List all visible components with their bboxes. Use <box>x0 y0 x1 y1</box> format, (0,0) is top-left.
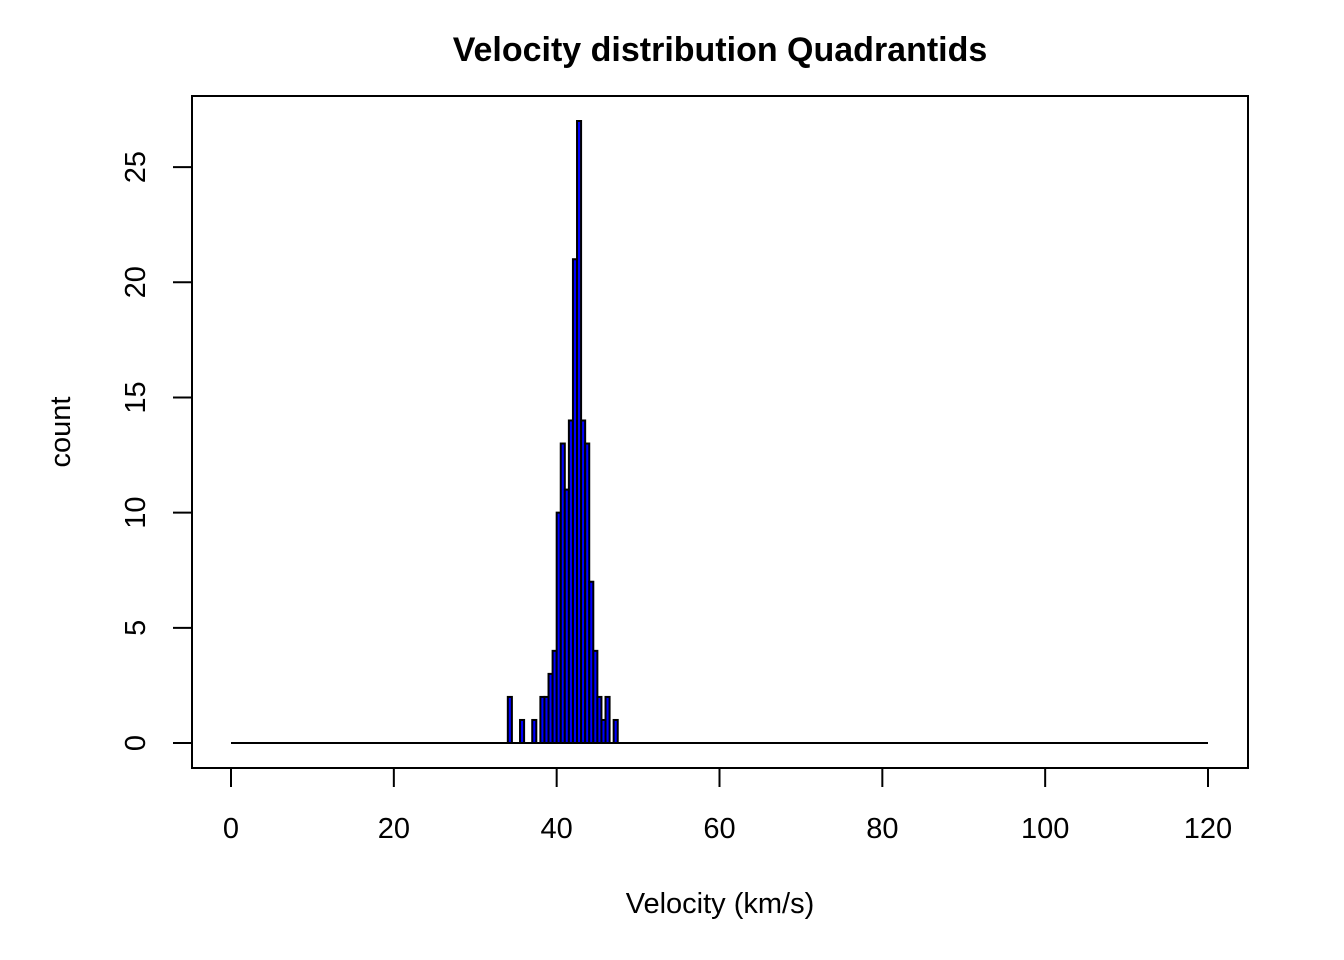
y-tick-label-5: 25 <box>120 151 152 183</box>
y-tick-label-0: 0 <box>120 735 152 751</box>
histogram-bar-19 <box>604 695 611 744</box>
y-tick-label-1: 5 <box>120 620 152 636</box>
x-tick-label-4: 80 <box>866 813 898 845</box>
y-axis: 0 5 10 15 20 25 <box>120 151 193 751</box>
y-tick-label-4: 20 <box>120 266 152 298</box>
plot-frame <box>191 95 1249 769</box>
x-tick-label-3: 60 <box>703 813 735 845</box>
y-axis-label: count <box>45 397 77 468</box>
x-tick-label-2: 40 <box>541 813 573 845</box>
x-tick-label-1: 20 <box>378 813 410 845</box>
x-tick-label-5: 100 <box>1021 813 1069 845</box>
x-tick-label-0: 0 <box>223 813 239 845</box>
histogram-bar-2 <box>531 718 538 744</box>
chart-title: Velocity distribution Quadrantids <box>453 31 988 69</box>
histogram-bar-0 <box>506 695 513 744</box>
histogram-bar-20 <box>612 718 619 744</box>
x-tick-label-6: 120 <box>1184 813 1232 845</box>
x-axis-label: Velocity (km/s) <box>626 888 815 920</box>
histogram-bar-1 <box>519 718 526 744</box>
y-tick-label-2: 10 <box>120 496 152 528</box>
x-axis: 0 20 40 60 80 100 120 <box>223 767 1232 845</box>
y-tick-label-3: 15 <box>120 381 152 413</box>
bars-group <box>506 120 619 745</box>
